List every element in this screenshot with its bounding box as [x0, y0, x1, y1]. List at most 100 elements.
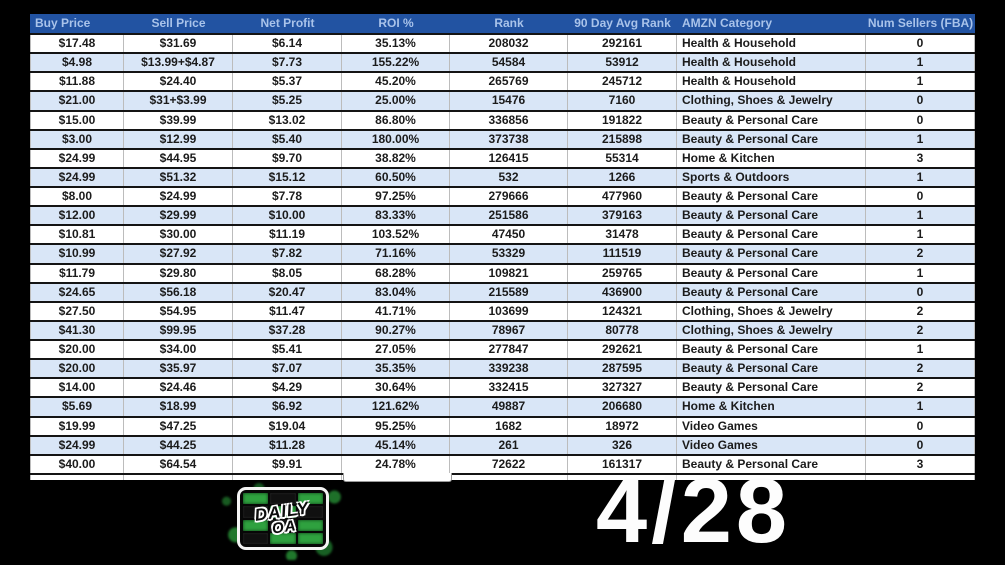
cell-90-day-avg-rank: 206680 — [568, 398, 677, 416]
table-row: $24.65 $56.18 $20.47 83.04% 215589 436900 Beau… — [30, 281, 975, 301]
cell-90-day-avg-rank: 124321 — [568, 302, 677, 320]
cell-buy-price: $11.88 — [30, 73, 124, 91]
cell-roi: 35.13% — [342, 35, 450, 53]
cell-num-sellers-fba: 0 — [866, 417, 975, 435]
cell-amzn-category: Health & Household — [677, 54, 866, 72]
cell-net-profit: $11.19 — [233, 226, 342, 244]
cell-num-sellers-fba: 2 — [866, 302, 975, 320]
cell-roi: 180.00% — [342, 130, 450, 148]
cell-amzn-category: Beauty & Personal Care — [677, 188, 866, 206]
cell-90-day-avg-rank: 215898 — [568, 130, 677, 148]
cell-rank: 78967 — [450, 321, 568, 339]
cell-num-sellers-fba: 1 — [866, 54, 975, 72]
cell-roi: 86.80% — [342, 111, 450, 129]
cell-amzn-category: Health & Household — [677, 73, 866, 91]
cell-net-profit: $10.00 — [233, 207, 342, 225]
column-header-net-profit: Net Profit — [260, 16, 315, 30]
column-header-sell-price: Sell Price — [151, 16, 206, 30]
cell-90-day-avg-rank: 80778 — [568, 321, 677, 339]
cell-rank: 15476 — [450, 92, 568, 110]
column-header-roi: ROI % — [378, 16, 414, 30]
table-row: $19.99 $47.25 $19.04 95.25% 1682 18972 Video G… — [30, 415, 975, 435]
cell-sell-price: $56.18 — [124, 283, 233, 301]
cell-buy-price: $5.69 — [30, 398, 124, 416]
cell-roi: 155.22% — [342, 54, 450, 72]
cell-num-sellers-fba: 2 — [866, 360, 975, 378]
cell-buy-price: $24.65 — [30, 283, 124, 301]
table-row: $17.48 $31.69 $6.14 35.13% 208032 292161 Healt… — [30, 33, 975, 53]
cell-sell-price: $51.32 — [124, 168, 233, 186]
deal-table: Buy Price Sell Price Net Profit ROI % Rank 90… — [30, 14, 975, 480]
cell-sell-price: $35.97 — [124, 360, 233, 378]
cell-rank: 103699 — [450, 302, 568, 320]
cell-buy-price: $20.00 — [30, 360, 124, 378]
cell-roi: 45.14% — [342, 436, 450, 454]
table-row: $10.99 $27.92 $7.82 71.16% 53329 111519 Beauty… — [30, 243, 975, 263]
cell-buy-price: $10.99 — [30, 245, 124, 263]
cell-roi: 30.64% — [342, 379, 450, 397]
partial-cell-overhang — [343, 473, 452, 482]
cell-buy-price: $41.30 — [30, 321, 124, 339]
cell-net-profit: $6.14 — [233, 35, 342, 53]
cell-rank: 251586 — [450, 207, 568, 225]
cell-num-sellers-fba: 1 — [866, 207, 975, 225]
cell-amzn-category: Sports & Outdoors — [677, 168, 866, 186]
cell-empty — [30, 474, 124, 480]
cell-buy-price: $12.00 — [30, 207, 124, 225]
cell-sell-price: $39.99 — [124, 111, 233, 129]
cell-num-sellers-fba: 0 — [866, 188, 975, 206]
cell-rank: 126415 — [450, 149, 568, 167]
table-row: $10.81 $30.00 $11.19 103.52% 47450 31478 Beaut… — [30, 224, 975, 244]
table-row: $3.00 $12.99 $5.40 180.00% 373738 215898 Beaut… — [30, 128, 975, 148]
cell-sell-price: $18.99 — [124, 398, 233, 416]
cell-num-sellers-fba: 3 — [866, 149, 975, 167]
cell-90-day-avg-rank: 53912 — [568, 54, 677, 72]
cell-buy-price: $21.00 — [30, 92, 124, 110]
cell-amzn-category: Video Games — [677, 417, 866, 435]
cell-buy-price: $4.98 — [30, 54, 124, 72]
cell-sell-price: $12.99 — [124, 130, 233, 148]
cell-rank: 1682 — [450, 417, 568, 435]
cell-amzn-category: Beauty & Personal Care — [677, 245, 866, 263]
logo-spreadsheet-grid-icon — [243, 493, 323, 544]
cell-net-profit: $19.04 — [233, 417, 342, 435]
cell-sell-price: $44.25 — [124, 436, 233, 454]
cell-buy-price: $20.00 — [30, 341, 124, 359]
cell-90-day-avg-rank: 259765 — [568, 264, 677, 282]
cell-rank: 332415 — [450, 379, 568, 397]
cell-num-sellers-fba: 1 — [866, 73, 975, 91]
table-row: $40.00 $64.54 $9.91 24.78% 72622 161317 Beauty… — [30, 453, 975, 473]
cell-sell-price: $29.80 — [124, 264, 233, 282]
cell-amzn-category: Home & Kitchen — [677, 398, 866, 416]
cell-empty — [568, 474, 677, 480]
date-label: 4/28 — [596, 460, 792, 562]
table-row: $15.00 $39.99 $13.02 86.80% 336856 191822 Beau… — [30, 109, 975, 129]
cell-net-profit: $15.12 — [233, 168, 342, 186]
cell-roi: 24.78% — [342, 455, 450, 473]
cell-net-profit: $5.41 — [233, 341, 342, 359]
cell-empty — [124, 474, 233, 480]
cell-num-sellers-fba: 3 — [866, 455, 975, 473]
cell-buy-price: $8.00 — [30, 188, 124, 206]
table-row: $4.98 $13.99+$4.87 $7.73 155.22% 54584 53912 H… — [30, 52, 975, 72]
cell-num-sellers-fba: 0 — [866, 111, 975, 129]
column-header-90-day-avg-rank: 90 Day Avg Rank — [574, 16, 671, 30]
column-header-num-sellers-fba: Num Sellers (FBA) — [867, 16, 974, 30]
cell-num-sellers-fba: 1 — [866, 341, 975, 359]
cell-sell-price: $99.95 — [124, 321, 233, 339]
cell-rank: 277847 — [450, 341, 568, 359]
cell-90-day-avg-rank: 292161 — [568, 35, 677, 53]
cell-num-sellers-fba: 1 — [866, 130, 975, 148]
cell-net-profit: $5.37 — [233, 73, 342, 91]
cell-rank: 215589 — [450, 283, 568, 301]
cell-net-profit: $5.40 — [233, 130, 342, 148]
cell-roi: 83.33% — [342, 207, 450, 225]
cell-rank: 339238 — [450, 360, 568, 378]
cell-rank: 261 — [450, 436, 568, 454]
cell-90-day-avg-rank: 326 — [568, 436, 677, 454]
cell-amzn-category: Beauty & Personal Care — [677, 379, 866, 397]
cell-sell-price: $30.00 — [124, 226, 233, 244]
cell-90-day-avg-rank: 436900 — [568, 283, 677, 301]
cell-rank: 47450 — [450, 226, 568, 244]
cell-90-day-avg-rank: 327327 — [568, 379, 677, 397]
